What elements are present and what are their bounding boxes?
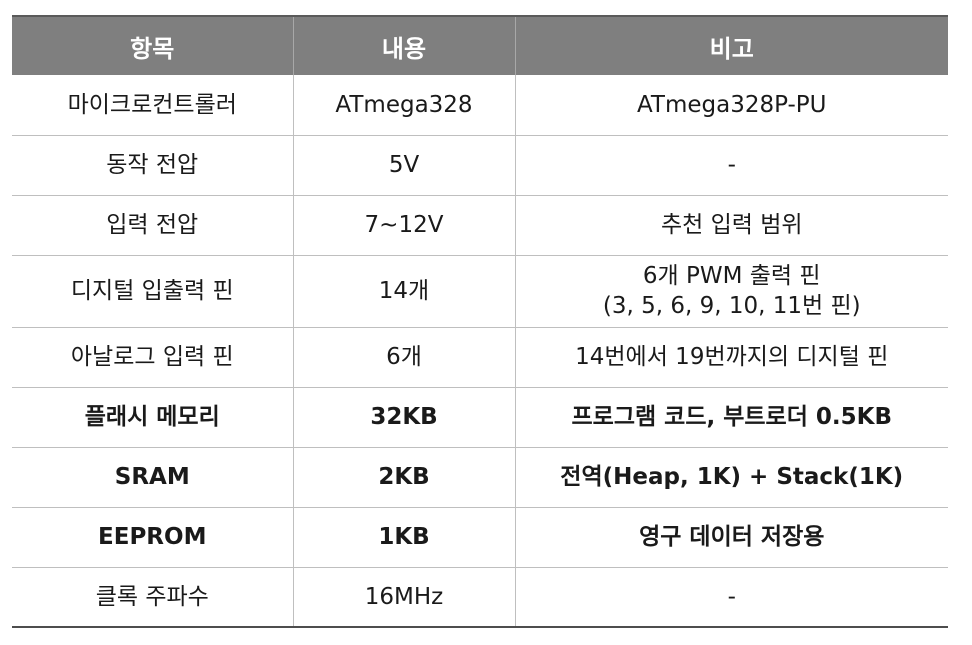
cell-item: 동작 전압 [12, 135, 293, 196]
table-row: EEPROM 1KB 영구 데이터 저장용 [12, 507, 948, 568]
note-line: - [727, 583, 736, 610]
note-line: 전역(Heap, 1K) + Stack(1K) [560, 464, 904, 490]
cell-content: 1KB [292, 507, 515, 568]
cell-item: EEPROM [12, 507, 293, 568]
cell-content: 32KB [292, 387, 515, 448]
table-body: 마이크로컨트롤러 ATmega328 ATmega328P-PU 동작 전압 5V - 입력… [12, 75, 948, 628]
note-line: - [727, 152, 736, 178]
header-row: 항목 내용 비고 [12, 15, 948, 75]
cell-note: 프로그램 코드, 부트로더 0.5KB [514, 387, 948, 448]
table-row: 마이크로컨트롤러 ATmega328 ATmega328P-PU [12, 75, 948, 136]
note-line: 추천 입력 범위 [660, 212, 803, 238]
cell-item: SRAM [12, 447, 293, 508]
note-line: 프로그램 코드, 부트로더 0.5KB [571, 404, 892, 430]
cell-note: 영구 데이터 저장용 [514, 507, 948, 568]
cell-content: 14개 [292, 255, 515, 328]
note-line: 영구 데이터 저장용 [639, 524, 825, 550]
note-line: ATmega328P-PU [636, 91, 827, 118]
cell-item: 입력 전압 [12, 195, 293, 256]
table-row: 입력 전압 7~12V 추천 입력 범위 [12, 195, 948, 256]
cell-note: 14번에서 19번까지의 디지털 핀 [514, 327, 948, 388]
cell-item: 아날로그 입력 핀 [12, 327, 293, 388]
cell-item: 마이크로컨트롤러 [12, 75, 293, 136]
cell-content: ATmega328 [292, 75, 515, 136]
table-row: 클록 주파수 16MHz - [12, 567, 948, 628]
cell-note: 6개 PWM 출력 핀 (3, 5, 6, 9, 10, 11번 핀) [514, 255, 948, 328]
cell-note: - [514, 135, 948, 196]
cell-item: 디지털 입출력 핀 [12, 255, 293, 328]
cell-item: 플래시 메모리 [12, 387, 293, 448]
table-row: 플래시 메모리 32KB 프로그램 코드, 부트로더 0.5KB [12, 387, 948, 448]
table-row: 동작 전압 5V - [12, 135, 948, 196]
header-note: 비고 [514, 15, 948, 75]
table-row: SRAM 2KB 전역(Heap, 1K) + Stack(1K) [12, 447, 948, 508]
note-line: 14번에서 19번까지의 디지털 핀 [575, 344, 889, 370]
table-row: 디지털 입출력 핀 14개 6개 PWM 출력 핀 (3, 5, 6, 9, 10, … [12, 255, 948, 328]
note-line: (3, 5, 6, 9, 10, 11번 핀) [602, 293, 861, 319]
cell-content: 2KB [292, 447, 515, 508]
cell-content: 6개 [292, 327, 515, 388]
note-line: 6개 PWM 출력 핀 [642, 263, 821, 289]
cell-note: 전역(Heap, 1K) + Stack(1K) [514, 447, 948, 508]
cell-content: 16MHz [292, 567, 515, 628]
cell-content: 5V [292, 135, 515, 196]
cell-note: - [514, 567, 948, 628]
cell-note: ATmega328P-PU [514, 75, 948, 136]
cell-content: 7~12V [292, 195, 515, 256]
table-row: 아날로그 입력 핀 6개 14번에서 19번까지의 디지털 핀 [12, 327, 948, 388]
cell-note: 추천 입력 범위 [514, 195, 948, 256]
cell-item: 클록 주파수 [12, 567, 293, 628]
header-item: 항목 [12, 15, 293, 75]
header-content: 내용 [292, 15, 515, 75]
table-header: 항목 내용 비고 [12, 15, 948, 75]
spec-table: 항목 내용 비고 마이크로컨트롤러 ATmega328 ATmega328P-PU 동… [12, 15, 948, 628]
